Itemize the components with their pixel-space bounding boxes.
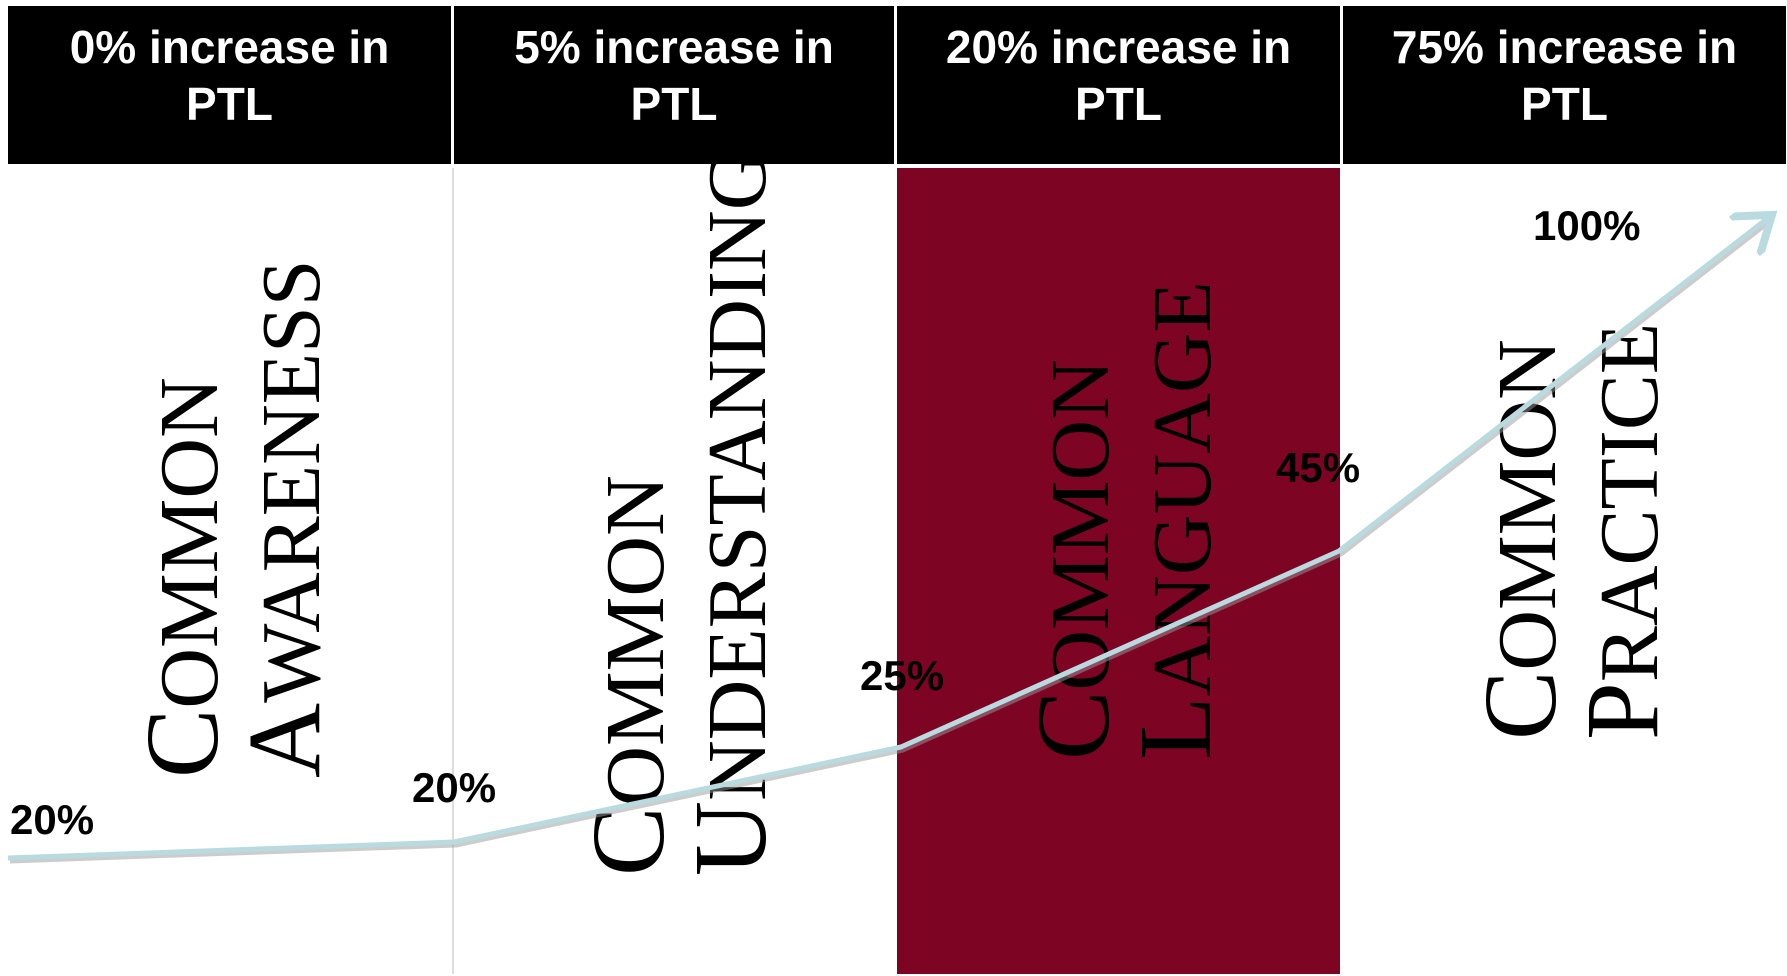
stage-initial: C: [571, 806, 686, 876]
stage-line-1: COMMON: [125, 260, 240, 778]
header-line-2: PTL: [630, 78, 718, 130]
header-cell-language: 20% increase in PTL: [897, 6, 1340, 164]
stage-line-2: AWARENESS: [227, 259, 342, 779]
percent-label-end: 100%: [1533, 202, 1641, 249]
stage-initial: C: [1463, 670, 1578, 740]
percent-label-awareness: 20%: [10, 796, 95, 843]
stage-rest: ANGUAGE: [1136, 281, 1229, 697]
stage-line-1: COMMON: [571, 150, 686, 876]
header-line-1: 5% increase in: [514, 21, 834, 73]
stage-line-2: PRACTICE: [1565, 322, 1680, 740]
stage-rest: OMMON: [1034, 359, 1127, 691]
stage-rest: RACTICE: [1583, 322, 1676, 683]
header-line-2: PTL: [1521, 78, 1608, 130]
stage-rest: WARENESS: [245, 259, 338, 703]
stage-initial: U: [673, 800, 788, 876]
stage-initial: C: [125, 708, 240, 778]
percent-label-understanding: 20%: [412, 764, 497, 811]
stage-line-1: COMMON: [1016, 281, 1131, 760]
header-line-1: 20% increase in: [945, 21, 1292, 73]
column-divider: [452, 168, 454, 974]
header-row: 0% increase in PTL 5% increase in PTL 20…: [8, 6, 1786, 164]
header-line-1: 0% increase in: [69, 21, 390, 73]
header-line-1: 75% increase in: [1391, 21, 1738, 73]
stage-rest: OMMON: [1481, 339, 1574, 671]
stage-rest: NDERSTANDING: [691, 149, 784, 801]
header-cell-understanding: 5% increase in PTL: [454, 6, 894, 164]
header-cell-practice: 75% increase in PTL: [1343, 6, 1786, 164]
stage-initial: C: [1016, 690, 1131, 760]
percent-label-practice: 45%: [1276, 444, 1361, 491]
stage-line-2: UNDERSTANDING: [673, 149, 788, 876]
stage-rest: OMMON: [143, 377, 236, 709]
stage-label-awareness: COMMON AWARENESS: [125, 259, 342, 779]
stage-label-language: COMMON LANGUAGE: [1016, 281, 1233, 760]
header-cell-awareness: 0% increase in PTL: [8, 6, 451, 164]
stage-line-1: COMMON: [1463, 323, 1578, 740]
stage-line-2: LANGUAGE: [1118, 281, 1233, 760]
stage-initial: A: [227, 702, 342, 778]
stage-initial: L: [1118, 696, 1233, 760]
stage-rest: OMMON: [589, 475, 682, 807]
stage-label-understanding: COMMON UNDERSTANDING: [571, 149, 788, 876]
header-line-2: PTL: [186, 78, 273, 130]
stage-label-practice: COMMON PRACTICE: [1463, 322, 1680, 740]
percent-label-language: 25%: [860, 652, 945, 699]
stage-initial: P: [1565, 682, 1680, 740]
header-line-2: PTL: [1075, 78, 1162, 130]
